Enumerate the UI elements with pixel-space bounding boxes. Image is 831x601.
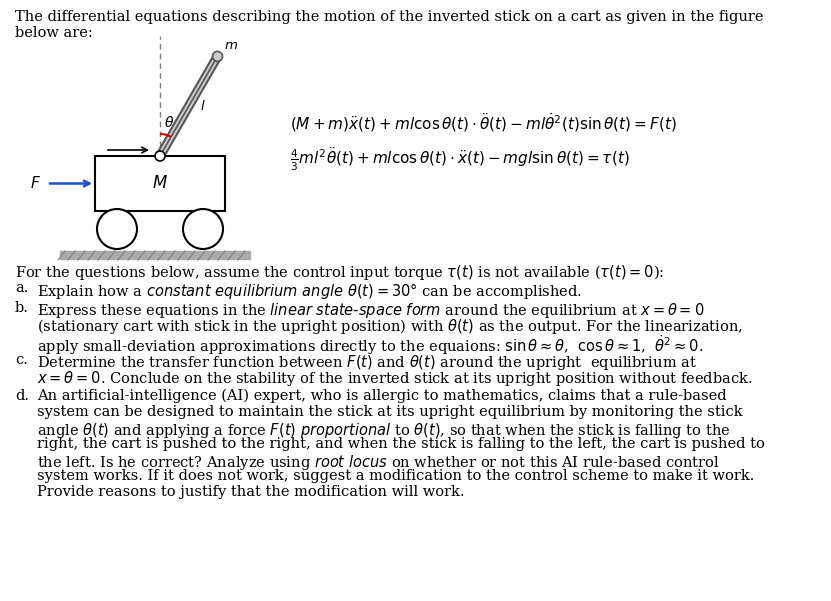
Text: The differential equations describing the motion of the inverted stick on a cart: The differential equations describing th…: [15, 10, 764, 24]
Text: angle $\theta(t)$ and applying a force $F(t)$ $\mathit{proportional}$ to $\theta: angle $\theta(t)$ and applying a force $…: [37, 421, 730, 440]
Text: apply small-deviation approximations directly to the equaions: $\sin\theta \appr: apply small-deviation approximations dir…: [37, 333, 704, 357]
Text: d.: d.: [15, 389, 29, 403]
Text: For the questions below, assume the control input torque $\tau(t)$ is not availa: For the questions below, assume the cont…: [15, 263, 664, 282]
Circle shape: [155, 151, 165, 161]
Text: c.: c.: [15, 353, 28, 367]
Text: $x$: $x$: [158, 144, 169, 156]
Bar: [95, 156, 225, 211]
Text: $M$: $M$: [152, 175, 168, 192]
Circle shape: [183, 209, 223, 249]
Text: $\frac{4}{3}ml^{2}\ddot{\theta}(t) + ml\cos\theta(t)\cdot\ddot{x}(t) - mgl\sin\t: $\frac{4}{3}ml^{2}\ddot{\theta}(t) + ml\…: [290, 146, 630, 173]
Text: the left. Is he correct? Analyze using $\mathit{root\ locus}$ on whether or not : the left. Is he correct? Analyze using $…: [37, 453, 720, 472]
Circle shape: [97, 209, 137, 249]
Text: below are:: below are:: [15, 26, 93, 40]
Text: right, the cart is pushed to the right, and when the stick is falling to the lef: right, the cart is pushed to the right, …: [37, 437, 765, 451]
Text: Explain how a $\mathit{constant\ equilibrium\ angle}$ $\theta(t) = 30°$ can be a: Explain how a $\mathit{constant\ equilib…: [37, 281, 582, 301]
Text: b.: b.: [15, 301, 29, 315]
Text: Express these equations in the $\mathit{linear\ state\text{-}space\ form}$ aroun: Express these equations in the $\mathit{…: [37, 301, 705, 320]
Text: An artificial-intelligence (AI) expert, who is allergic to mathematics, claims t: An artificial-intelligence (AI) expert, …: [37, 389, 726, 403]
Text: a.: a.: [15, 281, 28, 295]
Text: $F$: $F$: [30, 175, 41, 192]
Text: system works. If it does not work, suggest a modification to the control scheme : system works. If it does not work, sugge…: [37, 469, 755, 483]
Text: $m$: $m$: [224, 40, 238, 52]
Text: $l$: $l$: [199, 99, 205, 113]
Text: system can be designed to maintain the stick at its upright equilibrium by monit: system can be designed to maintain the s…: [37, 405, 743, 419]
Circle shape: [213, 52, 223, 61]
Text: (stationary cart with stick in the upright position) with $\theta(t)$ as the out: (stationary cart with stick in the uprig…: [37, 317, 743, 336]
Text: Provide reasons to justify that the modification will work.: Provide reasons to justify that the modi…: [37, 485, 465, 499]
Text: $x = \theta = 0$. Conclude on the stability of the inverted stick at its upright: $x = \theta = 0$. Conclude on the stabil…: [37, 369, 753, 388]
Text: Determine the transfer function between $F(t)$ and $\theta(t)$ around the uprigh: Determine the transfer function between …: [37, 353, 697, 372]
Text: $(M + m)\ddot{x}(t) + ml\cos\theta(t)\cdot\ddot{\theta}(t) - ml\dot{\theta}^{2}(: $(M + m)\ddot{x}(t) + ml\cos\theta(t)\cd…: [290, 111, 676, 134]
Text: $\theta$: $\theta$: [164, 115, 175, 130]
